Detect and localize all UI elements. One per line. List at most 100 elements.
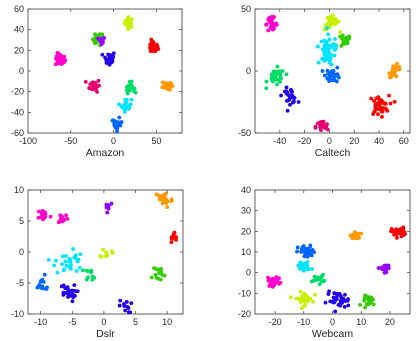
data-point	[401, 225, 406, 230]
data-point	[59, 284, 64, 289]
data-point	[279, 93, 283, 98]
data-point	[115, 129, 119, 134]
x-tick-label: 0	[330, 317, 335, 327]
data-point	[153, 272, 158, 277]
data-point	[169, 197, 174, 202]
x-tick-label: 20	[349, 136, 359, 146]
x-tick-label: 0	[327, 136, 332, 146]
data-point	[372, 99, 377, 103]
data-point	[291, 100, 295, 105]
data-point	[164, 201, 169, 205]
data-point	[327, 74, 332, 79]
data-point	[163, 81, 167, 86]
data-point	[126, 25, 131, 30]
data-point	[362, 297, 367, 301]
data-point	[376, 112, 380, 117]
data-point	[393, 68, 398, 73]
data-point	[345, 298, 350, 303]
scatter-panel-dslr: -10 -5 0 5 10 -10 -5 0 5 10 Dslr	[11, 185, 184, 340]
cluster	[387, 61, 402, 80]
data-point	[325, 54, 330, 59]
data-point	[157, 194, 162, 199]
data-point	[371, 302, 376, 307]
cluster	[338, 33, 352, 48]
x-tick-label: -20	[269, 317, 282, 327]
data-point	[332, 298, 336, 303]
data-point	[88, 82, 93, 87]
y-tick-label: 5	[19, 216, 24, 226]
cluster	[323, 289, 351, 314]
data-point	[93, 81, 97, 86]
data-point	[99, 42, 104, 47]
data-point	[128, 102, 133, 107]
cluster	[36, 209, 53, 222]
data-point	[336, 292, 340, 297]
data-point	[302, 267, 307, 272]
data-point	[319, 39, 324, 44]
data-point	[73, 253, 78, 258]
data-point	[298, 261, 302, 266]
data-point	[60, 262, 64, 267]
data-point	[376, 107, 381, 112]
data-point	[325, 127, 330, 132]
data-point	[394, 64, 399, 69]
data-point	[72, 288, 77, 293]
data-point	[127, 86, 132, 90]
plot-frame	[27, 8, 183, 134]
data-point	[92, 276, 97, 280]
data-point	[43, 210, 47, 215]
data-point	[301, 244, 306, 248]
data-point	[397, 67, 402, 72]
data-point	[59, 216, 64, 221]
cluster	[117, 97, 134, 114]
points	[35, 191, 178, 315]
data-point	[36, 209, 41, 214]
cluster	[46, 247, 83, 275]
data-point	[286, 92, 290, 97]
data-point	[331, 78, 336, 82]
y-tick-label: 0	[246, 66, 251, 76]
data-point	[284, 99, 289, 103]
data-point	[36, 215, 41, 220]
x-axis-title: Dslr	[96, 328, 115, 340]
data-point	[272, 23, 276, 28]
data-point	[288, 102, 292, 107]
data-point	[390, 67, 395, 71]
data-point	[278, 79, 282, 84]
data-point	[271, 15, 275, 20]
data-point	[107, 55, 112, 60]
data-point	[100, 32, 105, 37]
data-point	[107, 203, 111, 208]
y-tick-label: -40	[11, 107, 24, 117]
data-point	[343, 292, 347, 297]
cluster	[169, 230, 178, 245]
data-point	[295, 249, 299, 254]
data-point	[97, 83, 102, 88]
x-axis-title: Amazon	[86, 147, 125, 159]
data-point	[351, 232, 356, 237]
cluster	[264, 64, 289, 91]
data-point	[384, 107, 389, 112]
data-point	[325, 122, 329, 127]
data-point	[318, 275, 323, 280]
data-point	[339, 43, 344, 48]
data-point	[95, 90, 99, 94]
data-point	[71, 247, 75, 251]
data-point	[37, 283, 41, 288]
data-point	[267, 16, 272, 20]
cluster	[35, 272, 49, 291]
data-point	[322, 58, 327, 63]
data-point	[105, 210, 110, 215]
data-point	[335, 73, 340, 78]
data-point	[338, 30, 343, 35]
data-point	[174, 235, 178, 239]
data-point	[320, 47, 325, 52]
data-point	[44, 287, 49, 291]
data-point	[305, 260, 310, 264]
data-point	[270, 284, 275, 289]
data-point	[68, 293, 73, 298]
data-point	[54, 54, 59, 59]
data-point	[46, 257, 51, 262]
data-point	[303, 302, 308, 307]
data-point	[328, 56, 333, 61]
